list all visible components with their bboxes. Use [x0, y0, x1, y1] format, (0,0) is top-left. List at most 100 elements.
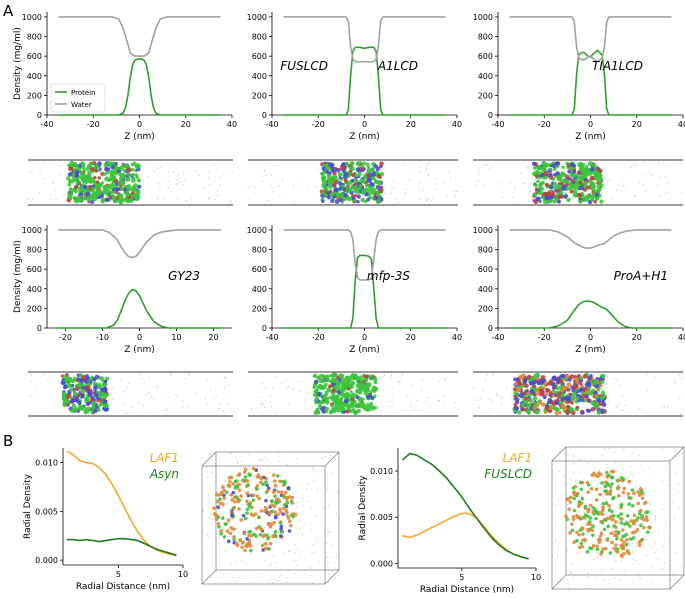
water-dot: [571, 563, 573, 565]
water-dot: [176, 183, 179, 185]
water-dot: [629, 167, 631, 169]
water-dot: [219, 184, 221, 186]
legend-label-asyn: Asyn: [149, 467, 179, 481]
water-dot: [587, 575, 589, 578]
protein-bead: [272, 520, 276, 525]
x-axis-label: Z (nm): [349, 345, 380, 355]
water-dot: [439, 392, 441, 395]
protein-bead: [570, 395, 576, 401]
water-dot: [231, 573, 233, 575]
water-dot: [29, 395, 31, 397]
water-dot: [587, 573, 589, 575]
water-dot: [153, 398, 155, 400]
water-dot: [298, 558, 300, 560]
water-dot: [594, 558, 596, 561]
water-dot: [286, 463, 288, 465]
water-dot: [159, 166, 161, 169]
y-tick-label: 800: [252, 33, 267, 42]
protein-bead: [128, 198, 134, 203]
y-tick-label: 200: [252, 304, 267, 313]
protein-bead: [570, 385, 574, 389]
protein-bead: [69, 399, 75, 404]
protein-bead: [266, 536, 270, 541]
water-dot: [289, 551, 291, 553]
protein-bead: [640, 496, 645, 501]
protein-bead: [573, 484, 578, 489]
water-dot: [206, 476, 208, 478]
protein-bead: [104, 197, 110, 203]
water-dot: [276, 486, 278, 488]
water-dot: [236, 461, 238, 463]
water-dot: [321, 457, 323, 459]
y-tick-label: 200: [27, 304, 42, 313]
protein-bead: [76, 409, 80, 413]
water-dot: [652, 532, 654, 534]
water-dot: [215, 571, 217, 573]
snapshot-tia1lcd: [473, 159, 683, 206]
protein-bead: [612, 546, 616, 551]
water-dot: [674, 471, 676, 473]
series-line-water: [509, 229, 672, 249]
water-dot: [489, 398, 491, 401]
protein-bead: [586, 490, 591, 494]
water-dot: [234, 455, 236, 457]
water-dot: [600, 570, 602, 572]
protein-bead: [93, 408, 98, 414]
water-dot: [390, 374, 393, 377]
protein-bead: [221, 485, 225, 489]
y-axis-label: Radial Density: [23, 473, 33, 539]
water-dot: [215, 497, 217, 500]
water-dot: [654, 551, 656, 553]
water-dot: [261, 576, 263, 578]
protein-bead: [247, 502, 252, 507]
water-dot: [570, 478, 572, 480]
water-dot: [300, 183, 302, 185]
protein-bead: [322, 163, 327, 168]
protein-bead: [291, 511, 296, 516]
protein-bead: [548, 404, 554, 410]
protein-bead: [588, 546, 592, 550]
water-dot: [676, 491, 679, 494]
water-dot: [261, 487, 264, 489]
water-dot: [153, 170, 156, 173]
protein-bead: [588, 516, 593, 520]
water-dot: [641, 446, 643, 448]
protein-bead: [94, 405, 99, 409]
water-dot: [316, 458, 318, 461]
water-dot: [236, 462, 239, 464]
protein-bead: [370, 176, 375, 180]
protein-bead: [69, 179, 74, 184]
protein-bead: [600, 508, 605, 513]
protein-bead: [624, 532, 629, 537]
protein-bead: [260, 543, 265, 548]
water-dot: [277, 580, 279, 582]
water-dot: [34, 391, 36, 393]
water-dot: [281, 382, 283, 384]
water-dot: [478, 173, 480, 175]
water-dot: [656, 184, 659, 186]
water-dot: [176, 197, 179, 199]
protein-bead: [587, 172, 592, 176]
protein-bead: [583, 180, 588, 186]
protein-bead: [97, 168, 101, 173]
water-dot: [278, 460, 280, 462]
protein-bead: [601, 505, 605, 510]
water-dot: [603, 448, 605, 450]
protein-bead: [135, 195, 140, 200]
protein-bead: [112, 183, 118, 189]
protein-bead: [258, 475, 263, 480]
water-dot: [171, 190, 173, 192]
water-dot: [265, 413, 267, 415]
protein-bead: [587, 161, 593, 167]
water-dot: [491, 170, 493, 172]
water-dot: [309, 523, 311, 525]
protein-bead: [561, 172, 567, 177]
protein-bead: [552, 375, 557, 380]
water-dot: [632, 562, 634, 565]
protein-bead: [607, 503, 611, 508]
water-dot: [661, 508, 663, 511]
water-dot: [286, 581, 288, 583]
protein-bead: [373, 405, 378, 410]
y-tick-label: 400: [27, 72, 42, 81]
protein-bead: [245, 537, 249, 541]
